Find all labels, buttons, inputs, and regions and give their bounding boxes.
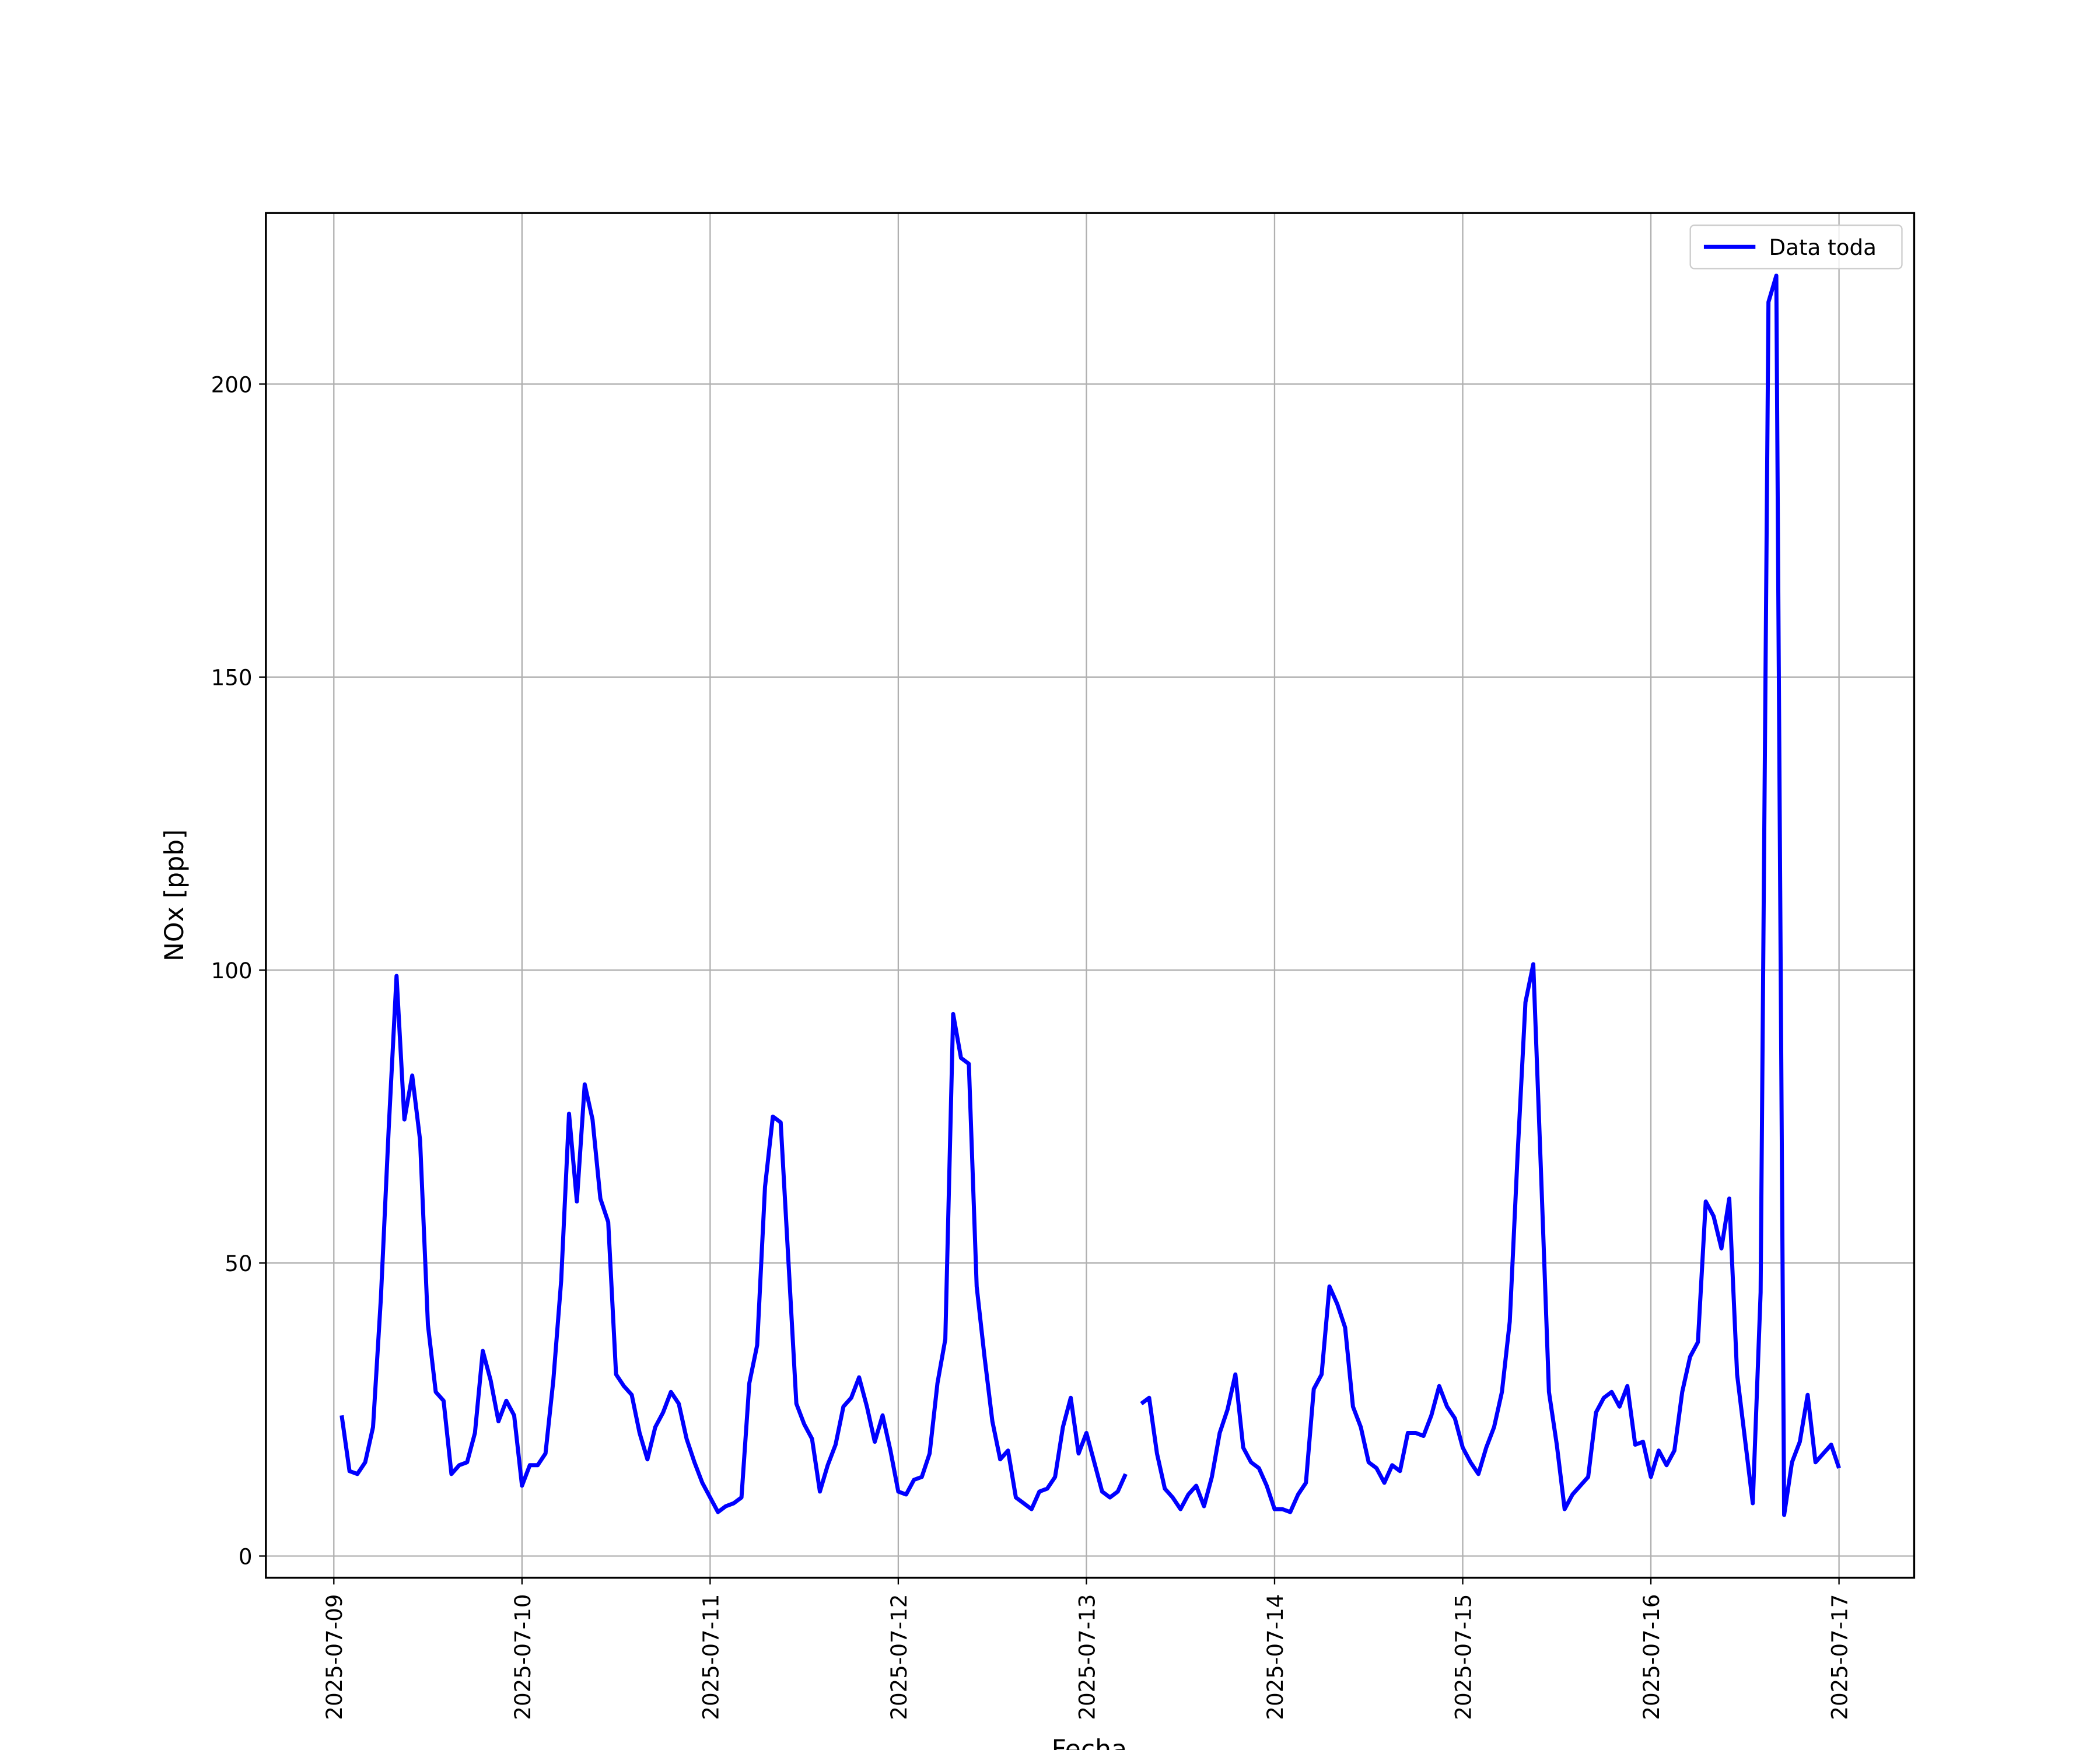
legend-label: Data toda — [1769, 235, 1877, 260]
x-tick-label: 2025-07-14 — [1262, 1594, 1288, 1720]
x-tick-label: 2025-07-11 — [698, 1594, 723, 1720]
x-tick-label: 2025-07-12 — [886, 1594, 912, 1720]
y-tick-label: 100 — [211, 958, 253, 984]
y-tick-label: 0 — [239, 1544, 253, 1569]
x-tick-label: 2025-07-15 — [1450, 1594, 1476, 1720]
x-tick-label: 2025-07-16 — [1639, 1594, 1664, 1720]
y-tick-label: 200 — [211, 372, 253, 397]
y-tick-label: 150 — [211, 665, 253, 691]
data-line — [340, 274, 1841, 1517]
plot-frame — [265, 212, 1916, 1579]
x-tick-label: 2025-07-13 — [1074, 1594, 1100, 1720]
x-tick-label: 2025-07-10 — [510, 1594, 536, 1720]
y-tick-label: 50 — [225, 1251, 252, 1276]
x-tick-label: 2025-07-17 — [1827, 1594, 1853, 1720]
y-axis-label: NOx [ppb] — [160, 830, 190, 962]
x-axis-label: Fecha — [1052, 1735, 1128, 1750]
x-tick-label: 2025-07-09 — [321, 1594, 347, 1720]
legend-box — [1689, 224, 1903, 270]
